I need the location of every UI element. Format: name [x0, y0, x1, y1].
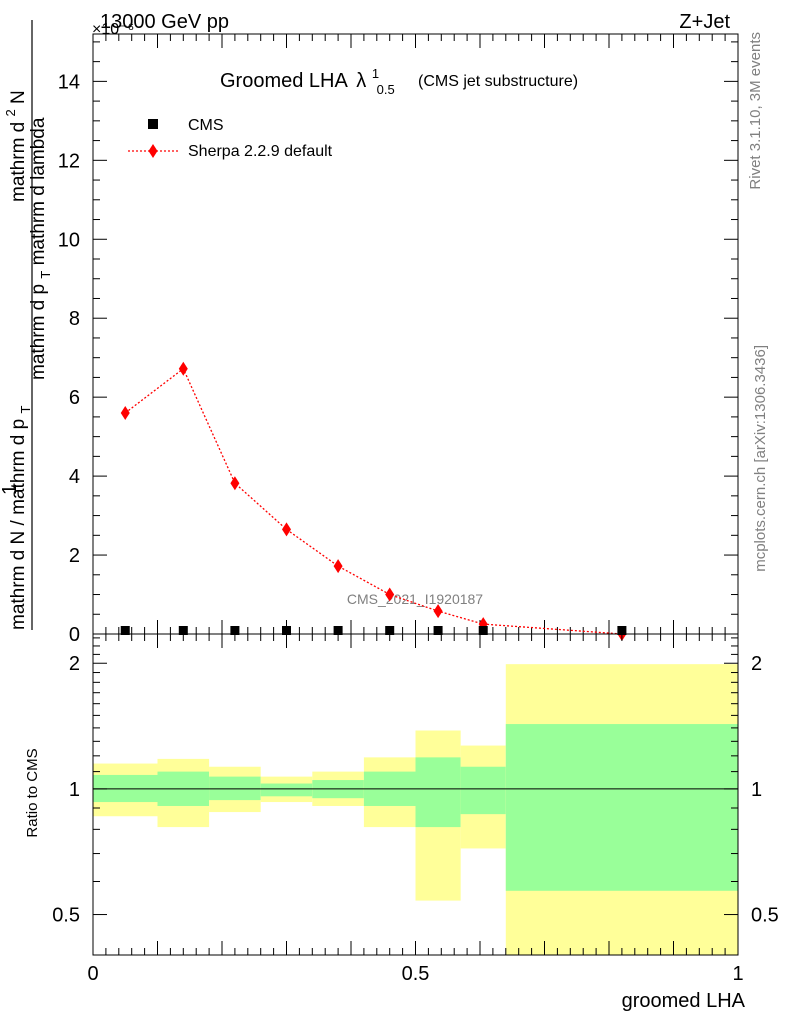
- plot-title-sup: 1: [372, 66, 379, 81]
- ratio-y-tick-label: 1: [69, 779, 80, 801]
- main-y-label: 1 mathrm d N / mathrm d p T mathrm d 2 N…: [0, 20, 55, 630]
- data-point: [478, 626, 488, 635]
- ratio-stat-band: [505, 724, 738, 891]
- ratio-y-tick-label: 2: [69, 653, 80, 675]
- legend-mc-label: Sherpa 2.2.9 default: [188, 143, 333, 160]
- y-label-denom-left: mathrm d: [8, 122, 29, 202]
- ratio-y-tick-label-right: 0.5: [751, 905, 779, 927]
- data-point: [433, 626, 443, 635]
- plot-title-sub: 0.5: [377, 82, 395, 97]
- ratio-x-tick-label: 0: [87, 963, 98, 985]
- ratio-stat-band: [209, 776, 261, 801]
- data-point: [120, 626, 130, 635]
- data-point: [333, 626, 343, 635]
- legend-mc-marker: [148, 144, 158, 158]
- data-point: [178, 626, 188, 635]
- ratio-stat-band: [260, 783, 313, 797]
- ratio-bands: [93, 664, 738, 955]
- data-point: [230, 626, 240, 635]
- ratio-y-ticks: 0.5 0.5 1 1 2 2: [52, 637, 779, 956]
- ratio-y-tick-label: 0.5: [52, 905, 80, 927]
- plot-title: Groomed LHA λ 1 0.5: [220, 61, 395, 97]
- ratio-x-tick-label: 1: [732, 963, 743, 985]
- mc-point: [178, 361, 188, 376]
- header-left: 13000 GeV pp: [100, 11, 229, 33]
- mc-point: [282, 522, 291, 537]
- y-label-numerator: mathrm d N / mathrm d p T: [8, 406, 33, 630]
- ratio-stat-band: [460, 766, 506, 815]
- ratio-y-label: Ratio to CMS: [24, 748, 41, 837]
- exponent-label: ×10⁻⁶: [92, 21, 134, 38]
- main-y-tick-label: 14: [58, 71, 80, 93]
- y-label-denom-bottom: mathrm d p: [28, 284, 49, 380]
- mc-point: [433, 604, 443, 619]
- main-y-tick-label: 8: [69, 308, 80, 330]
- data-point: [385, 626, 395, 635]
- main-y-tick-label: 10: [58, 229, 80, 251]
- mc-point: [120, 405, 130, 420]
- plot-title-symbol: λ: [356, 70, 366, 92]
- ratio-stat-band: [415, 757, 461, 828]
- y-label-denominator-bottom: mathrm d p T mathrm d lambda: [28, 117, 55, 380]
- main-y-ticks: 0 2 4 6 8 10 12 14: [58, 41, 738, 646]
- mc-point: [385, 587, 395, 602]
- legend: CMS Sherpa 2.2.9 default: [128, 117, 333, 160]
- main-y-tick-label: 4: [69, 466, 80, 488]
- main-y-tick-label: 12: [58, 150, 80, 172]
- mc-line: [124, 367, 622, 635]
- plot-title-text: Groomed LHA: [220, 70, 348, 92]
- header-right: Z+Jet: [679, 11, 730, 33]
- mc-point: [230, 476, 240, 491]
- mcplots-label: mcplots.cern.ch [arXiv:1306.3436]: [752, 345, 769, 572]
- x-axis-label: groomed LHA: [622, 990, 746, 1012]
- y-label-denominator: mathrm d 2 N: [0, 90, 29, 202]
- legend-cms-marker: [148, 119, 158, 129]
- ratio-y-tick-label-right: 2: [751, 653, 762, 675]
- plot-subtitle: (CMS jet substructure): [418, 73, 578, 90]
- rivet-label: Rivet 3.1.10, 3M events: [747, 32, 764, 190]
- main-y-tick-label: 0: [69, 624, 80, 646]
- main-y-tick-label: 2: [69, 545, 80, 567]
- y-label-num-text: mathrm d N / mathrm d p: [8, 419, 29, 630]
- mc-point: [333, 559, 343, 574]
- analysis-watermark: CMS_2021_I1920187: [347, 591, 483, 607]
- data-series: [120, 626, 627, 635]
- y-label-denom-sup: 2: [3, 109, 18, 116]
- y-label-denom-bottom-sub: T: [38, 271, 53, 279]
- ratio-y-tick-label-right: 1: [751, 779, 762, 801]
- ratio-panel: 0.5 0.51 12 2 0 0.5 1: [52, 633, 779, 985]
- data-point: [282, 626, 291, 635]
- ratio-x-tick-label: 0.5: [402, 963, 430, 985]
- main-y-tick-label: 6: [69, 387, 80, 409]
- ratio-x-ticks: 0 0.5 1: [87, 634, 744, 985]
- data-point: [617, 626, 627, 635]
- y-label-num-sub: T: [18, 406, 33, 414]
- y-label-denom-bottom-tail: mathrm d lambda: [28, 117, 49, 265]
- legend-cms-label: CMS: [188, 117, 224, 134]
- y-label-prefix: 1: [0, 484, 21, 495]
- y-label-denom-right: N: [8, 90, 29, 104]
- main-panel: 0 2 4 6 8 10 12 14 Groomed LHA λ 1 0.5 (CMS jet…: [58, 33, 739, 646]
